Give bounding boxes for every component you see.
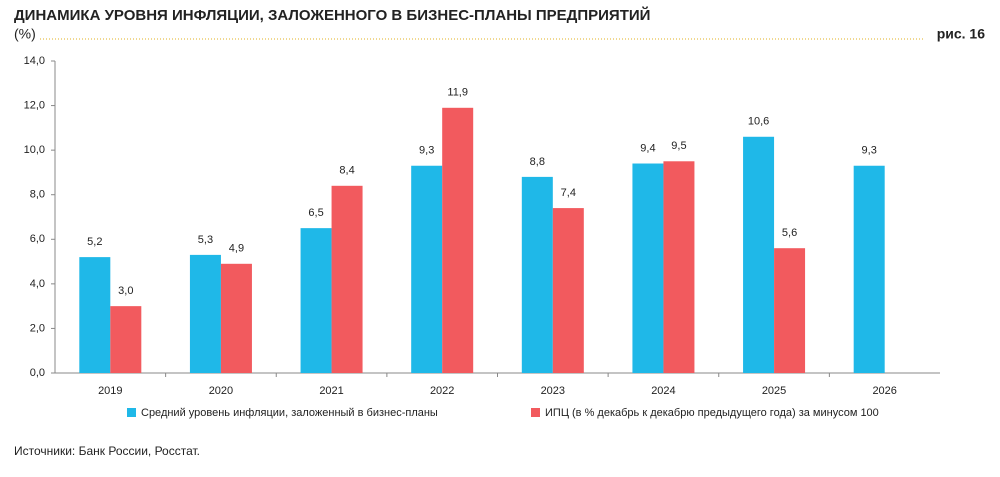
figure-label: рис. 16 xyxy=(937,26,986,42)
bar xyxy=(552,208,584,373)
x-tick-label: 2024 xyxy=(651,385,675,397)
value-label: 10,6 xyxy=(748,116,769,128)
y-tick-label: 4,0 xyxy=(30,278,45,290)
value-label: 9,3 xyxy=(862,145,877,157)
source: Источники: Банк России, Росстат. xyxy=(14,444,200,458)
y-tick-label: 6,0 xyxy=(30,233,45,245)
bar xyxy=(411,165,443,373)
bar xyxy=(300,228,332,373)
bar xyxy=(110,306,142,373)
chart-subtitle: (%) xyxy=(14,26,36,42)
y-tick-label: 14,0 xyxy=(24,55,45,67)
value-label: 8,4 xyxy=(339,165,354,177)
value-label: 7,4 xyxy=(561,187,576,199)
legend-swatch xyxy=(127,408,136,417)
value-label: 8,8 xyxy=(530,156,545,168)
bar xyxy=(521,176,553,373)
value-label: 6,5 xyxy=(308,207,323,219)
value-label: 9,5 xyxy=(671,140,686,152)
x-tick-label: 2026 xyxy=(872,385,896,397)
x-tick-label: 2020 xyxy=(209,385,233,397)
x-tick-label: 2022 xyxy=(430,385,454,397)
value-label: 9,3 xyxy=(419,145,434,157)
x-tick-label: 2021 xyxy=(319,385,343,397)
bar xyxy=(442,107,474,374)
y-tick-label: 8,0 xyxy=(30,189,45,201)
value-label: 5,2 xyxy=(87,236,102,248)
bar xyxy=(79,257,111,373)
y-tick-label: 0,0 xyxy=(30,367,45,379)
value-label: 3,0 xyxy=(118,285,133,297)
y-tick-label: 12,0 xyxy=(24,99,45,111)
chart-title: ДИНАМИКА УРОВНЯ ИНФЛЯЦИИ, ЗАЛОЖЕННОГО В … xyxy=(14,6,650,24)
x-tick-label: 2025 xyxy=(762,385,786,397)
bar xyxy=(774,248,806,373)
bar xyxy=(853,165,885,373)
x-tick-label: 2019 xyxy=(98,385,122,397)
y-tick-label: 10,0 xyxy=(24,144,45,156)
x-tick-label: 2023 xyxy=(541,385,565,397)
value-label: 5,6 xyxy=(782,227,797,239)
legend-label: Средний уровень инфляции, заложенный в б… xyxy=(141,407,438,419)
value-label: 9,4 xyxy=(640,142,655,154)
legend-label: ИПЦ (в % декабрь к декабрю предыдущего г… xyxy=(545,407,879,419)
bar xyxy=(220,263,252,373)
bar xyxy=(743,136,775,373)
value-label: 4,9 xyxy=(229,243,244,255)
value-label: 5,3 xyxy=(198,234,213,246)
y-tick-label: 2,0 xyxy=(30,322,45,334)
bar xyxy=(632,163,664,373)
value-label: 11,9 xyxy=(447,87,468,99)
bar xyxy=(189,254,221,373)
bar xyxy=(331,185,363,373)
bar xyxy=(663,161,695,373)
legend-swatch xyxy=(531,408,540,417)
